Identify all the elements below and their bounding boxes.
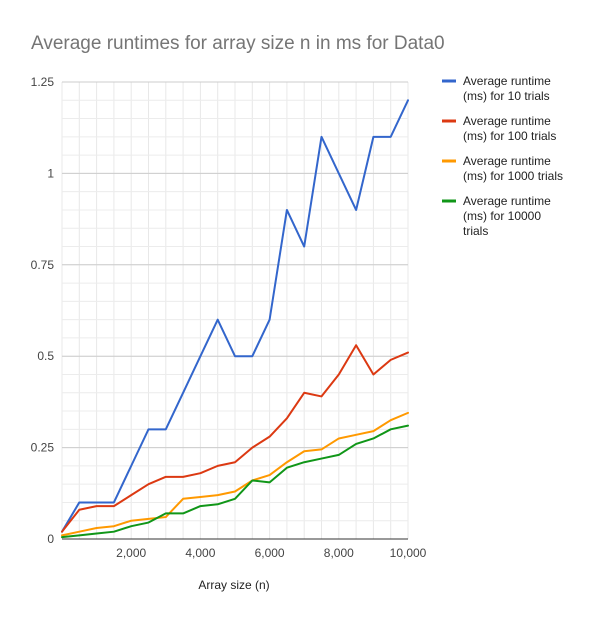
y-tick-label: 0 xyxy=(47,532,54,546)
series-line-3 xyxy=(61,411,409,537)
series-line-1 xyxy=(61,99,409,533)
x-tick-label: 10,000 xyxy=(390,546,427,560)
legend-entry-4: Average runtime (ms) for 10000 trials xyxy=(463,194,551,238)
chart-title: Average runtimes for array size n in ms … xyxy=(31,33,445,54)
y-axis-ticks: 0 0.25 0.5 0.75 1 1.25 xyxy=(31,75,55,546)
series-lines xyxy=(61,99,409,539)
y-tick-label: 1 xyxy=(47,166,54,180)
x-axis-label: Array size (n) xyxy=(198,578,269,592)
y-tick-label: 0.25 xyxy=(31,441,55,455)
chart-legend: Average runtime (ms) for 10 trials Average… xyxy=(442,74,563,238)
chart-grid xyxy=(61,81,409,540)
x-axis-ticks: 2,000 4,000 6,000 8,000 10,000 xyxy=(116,546,426,560)
x-tick-label: 2,000 xyxy=(116,546,146,560)
x-tick-label: 4,000 xyxy=(185,546,215,560)
legend-entry-1: Average runtime (ms) for 10 trials xyxy=(463,74,551,103)
y-tick-label: 1.25 xyxy=(31,75,55,89)
series-line-4 xyxy=(61,424,409,539)
x-tick-label: 8,000 xyxy=(324,546,354,560)
x-tick-label: 6,000 xyxy=(255,546,285,560)
legend-entry-2: Average runtime (ms) for 100 trials xyxy=(463,114,556,143)
series-line-2 xyxy=(61,344,409,533)
y-tick-label: 0.5 xyxy=(37,349,54,363)
y-tick-label: 0.75 xyxy=(31,258,55,272)
legend-entry-3: Average runtime (ms) for 1000 trials xyxy=(463,154,563,183)
